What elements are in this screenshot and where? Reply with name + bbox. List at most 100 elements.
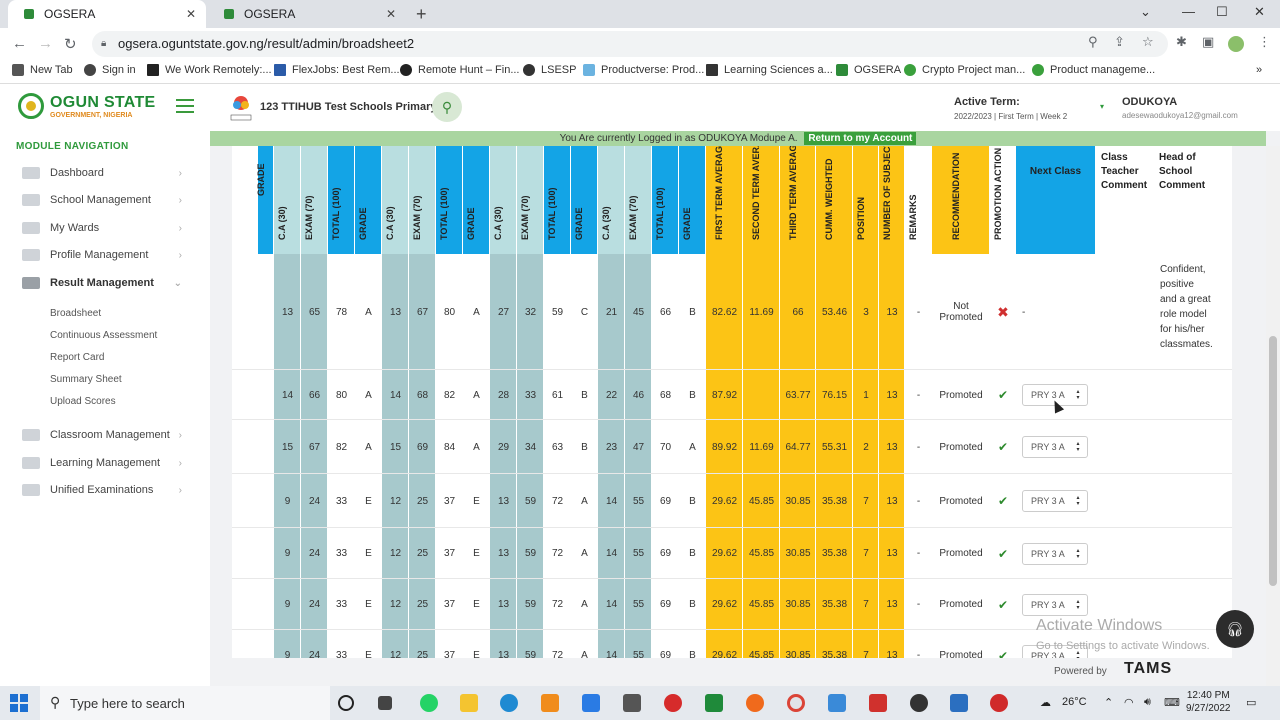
row-divider (232, 578, 1232, 579)
table-cell: 24 (301, 528, 328, 579)
subitem-continuous-assessment[interactable]: Continuous Assessment (50, 330, 158, 341)
scrollbar-thumb[interactable] (1269, 336, 1277, 586)
check-icon[interactable]: ✔ (997, 546, 1009, 561)
bookmark-item[interactable]: Remote Hunt – Fin... (400, 64, 520, 76)
mail-icon[interactable] (582, 694, 600, 712)
bookmark-item[interactable]: Sign in (84, 64, 136, 76)
next-class-select[interactable]: PRY 3 A ▴▾ (1022, 436, 1088, 458)
menu-icon[interactable]: ⋮ (1258, 34, 1271, 49)
reload-icon[interactable]: ↻ (64, 36, 77, 53)
sidebar-item-profile-management[interactable]: Profile Management › (22, 245, 190, 265)
chevron-down-icon[interactable]: ⌄ (1140, 4, 1151, 19)
edge-icon[interactable] (500, 694, 518, 712)
sidebar-item-my-wards[interactable]: My Wards › (22, 218, 190, 238)
bookmark-item[interactable]: Crypto Project man... (904, 64, 1025, 76)
task-view-icon[interactable] (378, 696, 392, 710)
media-icon[interactable] (910, 694, 928, 712)
firefox-icon[interactable] (746, 694, 764, 712)
next-class-select[interactable]: PRY 3 A ▴▾ (1022, 384, 1088, 406)
browser-tab-1[interactable]: OGSERA ✕ (8, 0, 206, 28)
check-icon[interactable]: ✔ (997, 440, 1009, 454)
store-icon[interactable] (623, 694, 641, 712)
forward-icon[interactable]: → (38, 35, 53, 52)
search-button[interactable]: ⚲ (432, 92, 462, 122)
share-icon[interactable]: ⇪ (1114, 34, 1125, 49)
notification-icon[interactable]: ▭ (1246, 697, 1257, 709)
term-dropdown-icon[interactable]: ▾ (1100, 102, 1105, 111)
weather-icon[interactable]: ☁ (1040, 697, 1051, 709)
page-scrollbar[interactable] (1266, 146, 1280, 686)
sidebar-item-dashboard[interactable]: Dashboard › (22, 163, 190, 183)
subitem-summary-sheet[interactable]: Summary Sheet (50, 374, 122, 385)
user-name[interactable]: ODUKOYA (1122, 96, 1178, 108)
sidebar-item-school-management[interactable]: School Management › (22, 190, 190, 210)
whatsapp-icon[interactable] (420, 694, 438, 712)
sidepanel-icon[interactable]: ▣ (1202, 34, 1215, 49)
profile-avatar[interactable] (1228, 36, 1244, 52)
language-icon[interactable]: ⌨ (1164, 697, 1180, 709)
table-cell: Promoted (932, 630, 990, 658)
subitem-upload-scores[interactable]: Upload Scores (50, 396, 116, 407)
learning-icon (22, 457, 40, 469)
url-bar[interactable]: 🔒︎ ogsera.oguntstate.gov.ng/result/admin… (92, 31, 1168, 57)
maximize-icon[interactable]: ☐ (1216, 4, 1228, 19)
bookmark-item[interactable]: Product manageme... (1032, 64, 1155, 76)
next-class-select[interactable]: PRY 3 A ▴▾ (1022, 490, 1088, 512)
taskbar-clock[interactable]: 12:40 PM 9/27/2022 (1186, 689, 1231, 715)
bookmark-item[interactable]: New Tab (12, 64, 73, 76)
extensions-icon[interactable]: ✱ (1176, 34, 1187, 49)
subitem-broadsheet[interactable]: Broadsheet (50, 308, 102, 319)
photos-icon[interactable] (950, 694, 968, 712)
check-icon[interactable]: ✔ (997, 388, 1009, 402)
taskbar-search[interactable]: ⚲ Type here to search (40, 686, 330, 720)
next-class-select[interactable]: PRY 3 A ▴▾ (1022, 542, 1088, 565)
headset-support-icon[interactable]: 🎧︎ (1216, 610, 1254, 648)
return-to-account-button[interactable]: Return to my Account (804, 132, 917, 145)
excel-icon[interactable] (705, 694, 723, 712)
vlc-icon[interactable] (541, 694, 559, 712)
notepad-icon[interactable] (828, 694, 846, 712)
cell-value: 69 (416, 441, 429, 453)
new-tab-icon[interactable]: + (416, 4, 427, 24)
next-class-select[interactable]: PRY 3 A ▴▾ (1022, 593, 1088, 616)
bookmark-item[interactable]: FlexJobs: Best Rem... (274, 64, 400, 76)
sidebar-item-result-management[interactable]: Result Management ⌄ (22, 273, 190, 293)
check-icon[interactable]: ✔ (997, 494, 1009, 508)
back-icon[interactable]: ← (12, 35, 27, 52)
table-cell: 7 (853, 579, 879, 630)
sidebar-item-classroom-management[interactable]: Classroom Management › (22, 425, 190, 445)
zoom-icon[interactable]: ⚲ (1088, 34, 1098, 49)
chrome-icon[interactable] (787, 694, 805, 712)
opera-icon[interactable] (664, 694, 682, 712)
bookmark-item[interactable]: Learning Sciences a... (706, 64, 833, 76)
file-explorer-icon[interactable] (460, 694, 478, 712)
star-icon[interactable]: ☆ (1142, 34, 1154, 49)
next-class-select[interactable]: PRY 3 A ▴▾ (1022, 644, 1088, 658)
volume-icon[interactable]: 🔊︎ (1144, 696, 1151, 708)
bookmark-item[interactable]: Productverse: Prod... (583, 64, 704, 76)
cortana-icon[interactable] (338, 695, 354, 711)
sidebar-item-learning-management[interactable]: Learning Management › (22, 453, 190, 473)
bookmark-item[interactable]: LSESP (523, 64, 576, 76)
wifi-icon[interactable]: ◠ (1124, 697, 1134, 709)
minimize-icon[interactable]: — (1182, 4, 1195, 19)
close-window-icon[interactable]: ✕ (1254, 4, 1265, 19)
windows-start-icon[interactable] (10, 694, 28, 712)
close-icon[interactable]: ✕ (185, 7, 196, 21)
tray-chevron-icon[interactable]: ⌃ (1104, 697, 1114, 709)
more-bookmarks-icon[interactable]: » (1256, 64, 1263, 76)
bookmark-item[interactable]: OGSERA (836, 64, 901, 76)
hamburger-menu-icon[interactable] (176, 99, 194, 113)
check-icon[interactable]: ✔ (997, 648, 1009, 659)
wps-icon[interactable] (869, 694, 887, 712)
cross-icon[interactable]: ✖ (997, 303, 1009, 320)
subitem-report-card[interactable]: Report Card (50, 352, 105, 363)
close-icon[interactable]: ✕ (385, 7, 396, 21)
check-icon[interactable]: ✔ (997, 597, 1009, 612)
recorder-icon[interactable] (990, 694, 1008, 712)
bookmark-item[interactable]: We Work Remotely:... (147, 64, 272, 76)
sidebar-item-unified-examinations[interactable]: Unified Examinations › (22, 480, 190, 500)
cell-value: 30.85 (785, 548, 811, 559)
browser-tab-2[interactable]: OGSERA ✕ (208, 0, 406, 28)
weather-temp[interactable]: 26°C (1062, 696, 1087, 708)
